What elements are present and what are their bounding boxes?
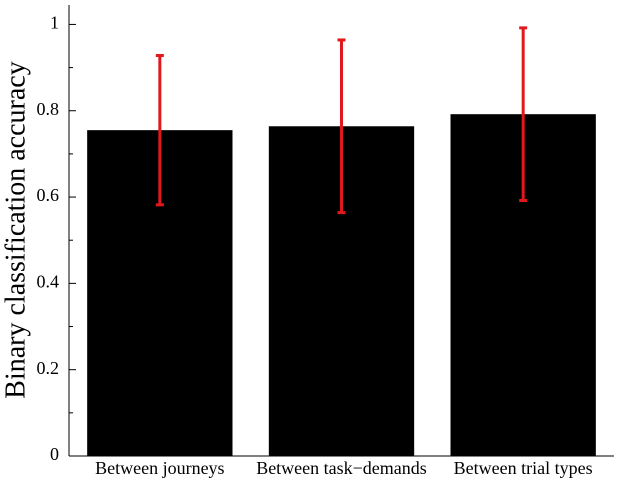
x-tick-label: Between journeys: [95, 458, 224, 478]
y-tick-label: 0.2: [37, 358, 60, 378]
y-tick-label: 0.6: [37, 185, 60, 205]
y-tick-label: 0.4: [37, 271, 60, 291]
x-tick-label: Between task−demands: [256, 458, 427, 478]
y-tick-label: 1: [50, 13, 59, 33]
y-tick-label: 0.8: [37, 99, 60, 119]
error-bar: [337, 38, 346, 215]
error-bar: [155, 53, 164, 207]
y-axis-label: Binary classification accuracy: [0, 61, 31, 398]
error-bar: [519, 26, 528, 203]
x-tick-label: Between trial types: [454, 458, 593, 478]
y-tick-label: 0: [50, 444, 59, 464]
